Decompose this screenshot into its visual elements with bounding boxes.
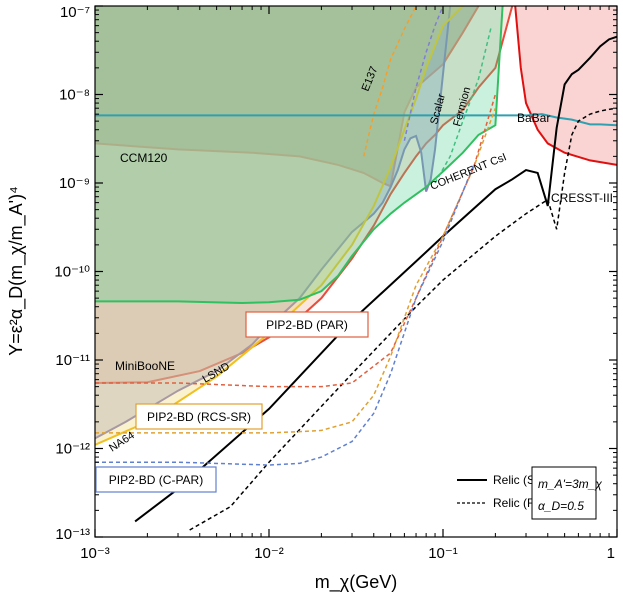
box-pip2bd-c-par bbox=[95, 466, 217, 493]
x-axis-title: m_χ(GeV) bbox=[315, 572, 397, 593]
box-pip2bd-par bbox=[245, 311, 369, 338]
series-line-relic-fermion bbox=[189, 107, 617, 531]
region-boundary-lsnd bbox=[95, 6, 452, 440]
axis-ticks: 10⁻³ 10⁻² 10⁻¹ 1 10⁻¹³ 10⁻¹² 10⁻¹¹ 10⁻¹⁰ 10⁻⁹ 10⁻… bbox=[54, 4, 618, 562]
y-axis-title: Y=ε²α_D(m_χ/m_A')⁴ bbox=[6, 186, 27, 356]
param-alpha-d: α_D=0.5 bbox=[538, 499, 584, 513]
series-line-babar bbox=[95, 113, 617, 127]
box-pip2bd-rcs-sr bbox=[135, 403, 263, 430]
y-tick-label: 10⁻⁸ bbox=[59, 87, 90, 104]
y-tick-label: 10⁻¹³ bbox=[55, 526, 90, 543]
y-tick-label: 10⁻¹¹ bbox=[55, 352, 90, 369]
y-tick-label: 10⁻¹² bbox=[55, 441, 90, 458]
region-boundary-ccm120 bbox=[95, 6, 480, 188]
label-pip2bd-rcs-sr: PIP2-BD (RCS-SR) bbox=[147, 410, 251, 424]
region-fill-lsnd bbox=[95, 6, 451, 439]
region-boundary-na64 bbox=[95, 6, 464, 446]
y-tick-label: 10⁻⁹ bbox=[59, 175, 90, 192]
label-cresst-iii: CRESST-III bbox=[551, 191, 613, 205]
y-tick-label: 10⁻⁷ bbox=[60, 4, 90, 21]
region-fill-miniboone bbox=[95, 6, 513, 383]
label-babar: BaBar bbox=[517, 111, 550, 125]
region-boundary-coherent-csi bbox=[95, 6, 504, 305]
series-line-scalar bbox=[403, 6, 444, 141]
series-line-pip2-bd-rcs-sr bbox=[95, 107, 497, 434]
region-fill-ccm120 bbox=[95, 6, 479, 187]
region-fill-coherent-csi bbox=[95, 6, 503, 304]
x-tick-label: 10⁻² bbox=[254, 545, 284, 562]
label-pip2bd-c-par: PIP2-BD (C-PAR) bbox=[109, 473, 203, 487]
x-tick-label: 10⁻¹ bbox=[428, 545, 458, 562]
label-pip2bd-par: PIP2-BD (PAR) bbox=[266, 318, 348, 332]
param-mass-ratio: m_A'=3m_χ bbox=[538, 477, 602, 491]
region-boundary-cresst-iii bbox=[514, 6, 617, 166]
label-ccm120: CCM120 bbox=[120, 151, 168, 165]
label-miniboone: MiniBooNE bbox=[115, 359, 175, 373]
x-tick-label: 10⁻³ bbox=[80, 545, 110, 562]
series-line-pip2-bd-c-par bbox=[95, 164, 475, 466]
parameter-box bbox=[531, 466, 597, 520]
x-tick-label: 1 bbox=[607, 545, 615, 562]
y-tick-label: 10⁻¹⁰ bbox=[54, 264, 90, 281]
series-line-e137 bbox=[362, 6, 417, 157]
